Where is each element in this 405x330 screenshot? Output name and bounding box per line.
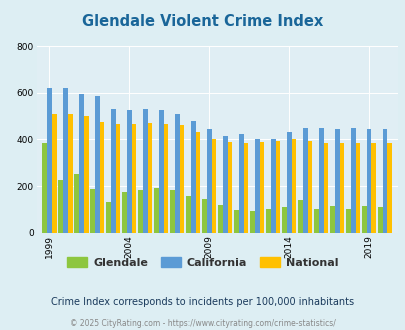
Bar bbox=[371, 143, 375, 233]
Bar bbox=[143, 109, 147, 233]
Bar bbox=[47, 88, 51, 233]
Bar bbox=[291, 139, 296, 233]
Bar bbox=[211, 139, 216, 233]
Text: Glendale Violent Crime Index: Glendale Violent Crime Index bbox=[82, 14, 323, 29]
Bar bbox=[170, 190, 175, 233]
Bar bbox=[63, 88, 68, 233]
Bar bbox=[126, 110, 131, 233]
Bar bbox=[233, 210, 238, 233]
Bar bbox=[175, 114, 179, 233]
Bar bbox=[202, 199, 206, 233]
Bar bbox=[90, 189, 95, 233]
Bar bbox=[100, 122, 104, 233]
Bar bbox=[307, 141, 311, 233]
Bar bbox=[350, 128, 355, 233]
Bar bbox=[286, 132, 291, 233]
Bar bbox=[339, 143, 343, 233]
Bar bbox=[138, 190, 143, 233]
Bar bbox=[265, 209, 270, 233]
Bar bbox=[58, 180, 63, 233]
Bar bbox=[355, 144, 359, 233]
Bar bbox=[163, 123, 168, 233]
Bar bbox=[158, 110, 163, 233]
Bar bbox=[122, 192, 126, 233]
Bar bbox=[361, 206, 366, 233]
Bar bbox=[222, 136, 227, 233]
Bar bbox=[382, 129, 386, 233]
Bar bbox=[318, 128, 323, 233]
Bar bbox=[249, 211, 254, 233]
Bar bbox=[179, 125, 184, 233]
Bar bbox=[270, 139, 275, 233]
Bar bbox=[366, 129, 371, 233]
Bar bbox=[206, 129, 211, 233]
Bar bbox=[254, 139, 259, 233]
Bar bbox=[386, 144, 391, 233]
Bar bbox=[259, 142, 264, 233]
Text: © 2025 CityRating.com - https://www.cityrating.com/crime-statistics/: © 2025 CityRating.com - https://www.city… bbox=[70, 319, 335, 328]
Bar bbox=[131, 124, 136, 233]
Bar bbox=[323, 144, 328, 233]
Bar bbox=[297, 200, 302, 233]
Text: Crime Index corresponds to incidents per 100,000 inhabitants: Crime Index corresponds to incidents per… bbox=[51, 297, 354, 307]
Bar bbox=[68, 114, 72, 233]
Bar bbox=[334, 129, 339, 233]
Bar bbox=[111, 109, 115, 233]
Bar bbox=[345, 209, 350, 233]
Bar bbox=[153, 188, 158, 233]
Bar bbox=[79, 94, 83, 233]
Bar bbox=[377, 207, 382, 233]
Bar bbox=[51, 114, 56, 233]
Bar bbox=[74, 174, 79, 233]
Bar bbox=[275, 141, 280, 233]
Bar bbox=[195, 132, 200, 233]
Bar bbox=[42, 143, 47, 233]
Bar bbox=[95, 96, 100, 233]
Bar bbox=[281, 207, 286, 233]
Bar bbox=[329, 206, 334, 233]
Bar bbox=[302, 128, 307, 233]
Bar bbox=[313, 209, 318, 233]
Bar bbox=[147, 123, 152, 233]
Bar bbox=[115, 123, 120, 233]
Bar bbox=[238, 134, 243, 233]
Bar bbox=[243, 143, 248, 233]
Legend: Glendale, California, National: Glendale, California, National bbox=[67, 257, 338, 268]
Bar bbox=[106, 202, 111, 233]
Bar bbox=[83, 116, 88, 233]
Bar bbox=[227, 142, 232, 233]
Bar bbox=[190, 121, 195, 233]
Bar bbox=[185, 196, 190, 233]
Bar bbox=[217, 205, 222, 233]
